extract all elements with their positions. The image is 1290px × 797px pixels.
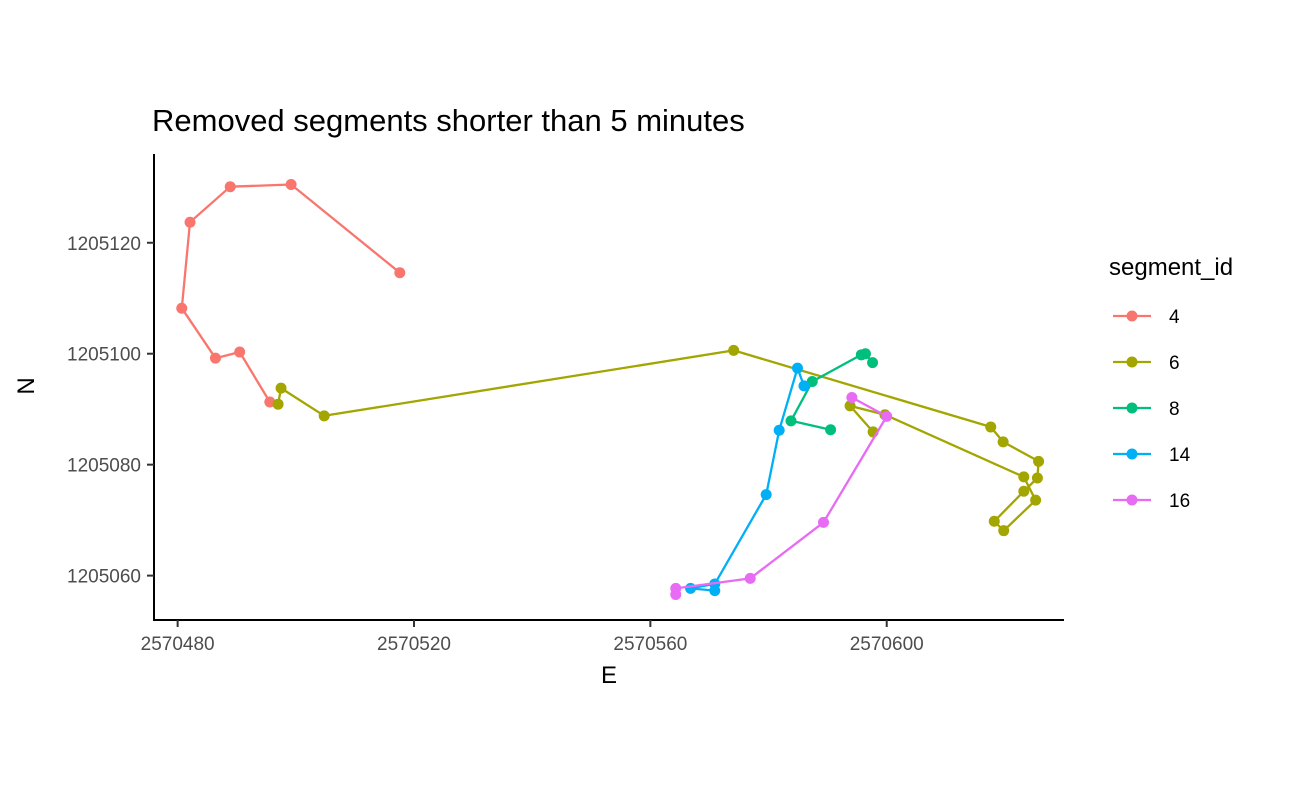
legend-label: 16 — [1169, 491, 1190, 512]
legend-key-point — [1126, 448, 1138, 460]
data-point — [264, 396, 276, 408]
legend-label: 4 — [1169, 307, 1180, 328]
x-ticks: 2570480 2570520 2570560 2570600 — [141, 620, 924, 655]
x-axis-title: E — [601, 662, 617, 689]
series-4 — [176, 179, 406, 408]
series-8 — [785, 348, 879, 436]
x-tick-label: 2570520 — [377, 634, 451, 655]
legend-item-8: 8 — [1113, 399, 1180, 420]
data-point — [1018, 471, 1030, 483]
series-line-4 — [180, 183, 401, 403]
data-point — [744, 572, 756, 584]
legend-key-point — [1126, 310, 1138, 322]
data-point — [798, 380, 810, 392]
data-point — [209, 352, 221, 364]
legend-items: 4 6 8 14 16 — [1113, 307, 1191, 512]
legend-item-4: 4 — [1113, 307, 1180, 328]
y-tick-label: 1205080 — [67, 456, 141, 477]
data-point — [1031, 472, 1043, 484]
legend-item-6: 6 — [1113, 353, 1180, 374]
series-line-14 — [689, 366, 806, 592]
data-point — [846, 392, 858, 404]
series-6 — [272, 344, 1045, 537]
data-point — [818, 516, 829, 528]
y-tick-label: 1205120 — [67, 234, 141, 255]
legend-label: 6 — [1169, 353, 1180, 374]
series-16 — [670, 392, 893, 600]
data-point — [785, 415, 797, 427]
data-point — [1030, 494, 1042, 506]
series-14 — [685, 362, 810, 597]
data-point — [881, 410, 893, 422]
data-point — [985, 421, 997, 433]
data-point — [184, 216, 196, 228]
data-point — [760, 489, 772, 501]
plot-area: 2570480 2570520 2570560 2570600 12050601205… — [67, 154, 1064, 655]
data-point — [867, 357, 879, 369]
legend-key-point — [1126, 356, 1138, 368]
legend-key-point — [1126, 402, 1138, 414]
data-point — [1018, 485, 1030, 497]
legend-title: segment_id — [1109, 254, 1233, 281]
data-point — [773, 424, 785, 436]
x-tick-label: 2570600 — [850, 634, 924, 655]
data-point — [1033, 455, 1045, 467]
data-point — [792, 362, 803, 374]
data-point — [859, 348, 871, 360]
series-line-6 — [276, 349, 1040, 532]
data-point — [234, 346, 246, 358]
series-layer — [176, 179, 1045, 600]
data-point — [844, 400, 856, 412]
data-point — [825, 424, 837, 436]
legend-label: 14 — [1169, 445, 1191, 466]
y-tick-label: 1205100 — [67, 345, 141, 366]
y-tick-label: 1205060 — [67, 567, 141, 588]
legend-item-14: 14 — [1113, 445, 1191, 466]
legend: segment_id 4 6 8 14 16 — [1109, 254, 1233, 512]
legend-item-16: 16 — [1113, 491, 1190, 512]
x-tick-label: 2570480 — [141, 634, 215, 655]
data-point — [728, 344, 740, 356]
y-axis-title: N — [13, 377, 40, 394]
data-point — [285, 179, 297, 191]
data-point — [988, 515, 1000, 527]
data-point — [997, 436, 1009, 448]
data-point — [318, 410, 330, 422]
data-point — [224, 181, 236, 193]
data-point — [275, 382, 287, 394]
data-point — [685, 582, 697, 594]
legend-key-point — [1126, 494, 1138, 506]
data-point — [806, 375, 818, 387]
x-tick-label: 2570560 — [613, 634, 687, 655]
data-point — [176, 302, 188, 314]
data-point — [998, 525, 1010, 537]
legend-label: 8 — [1169, 399, 1180, 420]
data-point — [272, 398, 284, 410]
y-ticks: 1205060 1205080 1205100 1205120 — [67, 234, 154, 588]
chart-title: Removed segments shorter than 5 minutes — [152, 103, 745, 138]
data-point — [394, 267, 406, 279]
data-point — [670, 582, 682, 594]
